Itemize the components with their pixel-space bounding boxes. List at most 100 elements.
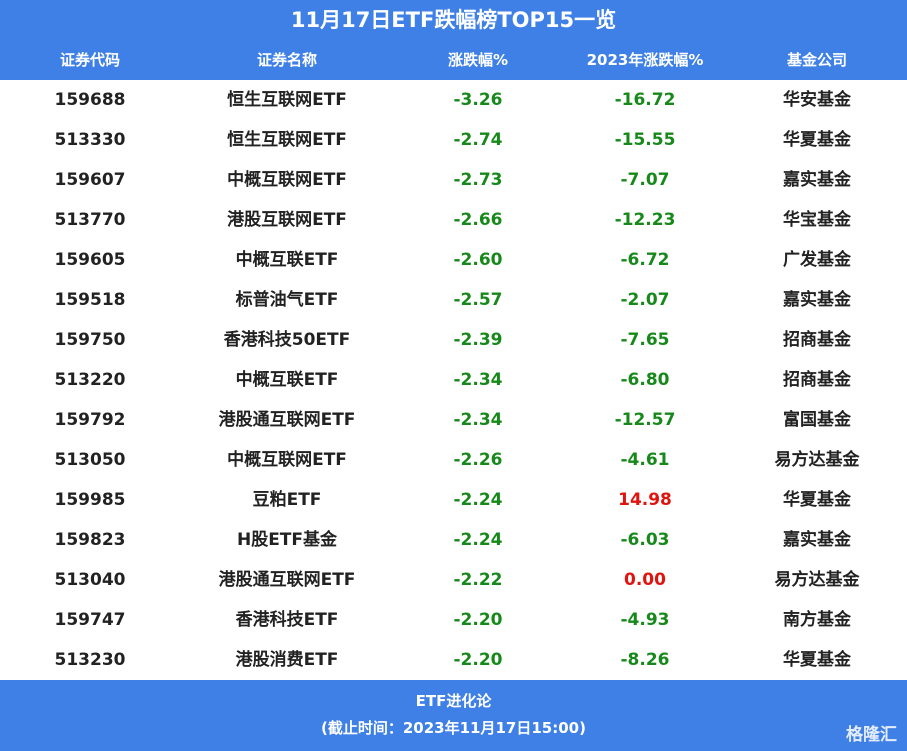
fund-code: 513230 [54, 650, 126, 670]
daily-change: -2.60 [453, 250, 503, 270]
ytd-change: -15.55 [614, 130, 676, 150]
table-row: 159750 香港科技50ETF -2.39 -7.65 招商基金 [0, 320, 907, 360]
ytd-change: -6.03 [620, 530, 670, 550]
fund-code: 159792 [54, 410, 126, 430]
fund-code: 513770 [54, 210, 126, 230]
daily-change: -2.34 [453, 410, 503, 430]
ytd-change: -4.61 [620, 450, 670, 470]
fund-name: 港股互联网ETF [227, 210, 347, 230]
table-row: 159605 中概互联ETF -2.60 -6.72 广发基金 [0, 240, 907, 280]
fund-code: 159518 [54, 290, 126, 310]
table-row: 513230 港股消费ETF -2.20 -8.26 华夏基金 [0, 640, 907, 680]
fund-code: 159605 [54, 250, 126, 270]
column-header: 涨跌幅% [447, 51, 509, 69]
footer: ETF进化论 (截止时间：2023年11月17日15:00) 格隆汇 [0, 680, 907, 751]
daily-change: -2.66 [453, 210, 503, 230]
ytd-change: -12.23 [614, 210, 676, 230]
daily-change: -2.20 [453, 610, 503, 630]
fund-name: 中概互联ETF [235, 250, 339, 270]
fund-name: H股ETF基金 [236, 530, 338, 550]
daily-change: -2.20 [453, 650, 503, 670]
fund-company: 嘉实基金 [783, 170, 851, 190]
fund-name: 港股消费ETF [235, 650, 339, 670]
daily-change: -2.74 [453, 130, 503, 150]
ytd-change: 14.98 [618, 490, 672, 510]
ytd-change: 0.00 [624, 570, 666, 590]
ytd-change: -2.07 [620, 290, 670, 310]
fund-name: 中概互联网ETF [227, 450, 347, 470]
table-row: 159518 标普油气ETF -2.57 -2.07 嘉实基金 [0, 280, 907, 320]
fund-name: 中概互联网ETF [227, 170, 347, 190]
fund-name: 港股通互联网ETF [218, 410, 356, 430]
daily-change: -2.57 [453, 290, 503, 310]
daily-change: -2.73 [453, 170, 503, 190]
fund-company: 广发基金 [783, 250, 851, 270]
table-row: 513040 港股通互联网ETF -2.22 0.00 易方达基金 [0, 560, 907, 600]
fund-code: 159747 [54, 610, 126, 630]
fund-company: 华夏基金 [783, 650, 851, 670]
fund-company: 华安基金 [783, 90, 851, 110]
timestamp: (截止时间：2023年11月17日15:00) [321, 719, 586, 737]
ytd-change: -12.57 [614, 410, 676, 430]
table-row: 159747 香港科技ETF -2.20 -4.93 南方基金 [0, 600, 907, 640]
fund-company: 嘉实基金 [783, 530, 851, 550]
daily-change: -2.26 [453, 450, 503, 470]
fund-code: 159688 [54, 90, 126, 110]
column-header: 证券代码 [59, 51, 121, 69]
source: ETF进化论 [415, 692, 492, 710]
fund-company: 招商基金 [783, 330, 851, 350]
fund-company: 华宝基金 [783, 210, 851, 230]
fund-code: 159607 [54, 170, 126, 190]
column-header: 证券名称 [256, 51, 318, 69]
table-row: 159792 港股通互联网ETF -2.34 -12.57 富国基金 [0, 400, 907, 440]
ytd-change: -4.93 [620, 610, 670, 630]
table-row: 159688 恒生互联网ETF -3.26 -16.72 华安基金 [0, 80, 907, 120]
column-header: 基金公司 [786, 51, 848, 69]
table-row: 513330 恒生互联网ETF -2.74 -15.55 华夏基金 [0, 120, 907, 160]
ytd-change: -6.80 [620, 370, 670, 390]
daily-change: -2.22 [453, 570, 503, 590]
fund-name: 香港科技50ETF [223, 330, 351, 350]
daily-change: -2.24 [453, 530, 503, 550]
ytd-change: -7.65 [620, 330, 670, 350]
fund-name: 豆粕ETF [252, 490, 322, 510]
table-row: 513770 港股互联网ETF -2.66 -12.23 华宝基金 [0, 200, 907, 240]
fund-name: 标普油气ETF [235, 290, 339, 310]
fund-code: 513050 [54, 450, 126, 470]
fund-company: 富国基金 [783, 410, 851, 430]
fund-company: 华夏基金 [783, 490, 851, 510]
table-row: 159823 H股ETF基金 -2.24 -6.03 嘉实基金 [0, 520, 907, 560]
fund-company: 易方达基金 [774, 570, 860, 590]
daily-change: -3.26 [453, 90, 503, 110]
ytd-change: -16.72 [614, 90, 676, 110]
fund-code: 513330 [54, 130, 126, 150]
fund-company: 嘉实基金 [783, 290, 851, 310]
table-row: 513050 中概互联网ETF -2.26 -4.61 易方达基金 [0, 440, 907, 480]
fund-company: 易方达基金 [774, 450, 860, 470]
daily-change: -2.39 [453, 330, 503, 350]
fund-code: 513040 [54, 570, 126, 590]
watermark: 格隆汇 [846, 725, 897, 745]
table-header: 证券代码 证券名称 涨跌幅% 2023年涨跌幅% 基金公司 [0, 40, 907, 80]
fund-name: 恒生互联网ETF [227, 90, 347, 110]
table-row: 159985 豆粕ETF -2.24 14.98 华夏基金 [0, 480, 907, 520]
fund-name: 恒生互联网ETF [227, 130, 347, 150]
ytd-change: -7.07 [620, 170, 670, 190]
table-row: 513220 中概互联ETF -2.34 -6.80 招商基金 [0, 360, 907, 400]
fund-name: 香港科技ETF [235, 610, 339, 630]
fund-name: 中概互联ETF [235, 370, 339, 390]
fund-company: 华夏基金 [783, 130, 851, 150]
fund-code: 159750 [54, 330, 126, 350]
table-row: 159607 中概互联网ETF -2.73 -7.07 嘉实基金 [0, 160, 907, 200]
fund-code: 159985 [54, 490, 126, 510]
fund-company: 南方基金 [783, 610, 851, 630]
fund-company: 招商基金 [783, 370, 851, 390]
fund-code: 513220 [54, 370, 126, 390]
ytd-change: -6.72 [620, 250, 670, 270]
fund-name: 港股通互联网ETF [218, 570, 356, 590]
daily-change: -2.24 [453, 490, 503, 510]
fund-code: 159823 [54, 530, 126, 550]
title: 11月17日ETF跌幅榜TOP15一览 [0, 0, 907, 40]
daily-change: -2.34 [453, 370, 503, 390]
ytd-change: -8.26 [620, 650, 670, 670]
